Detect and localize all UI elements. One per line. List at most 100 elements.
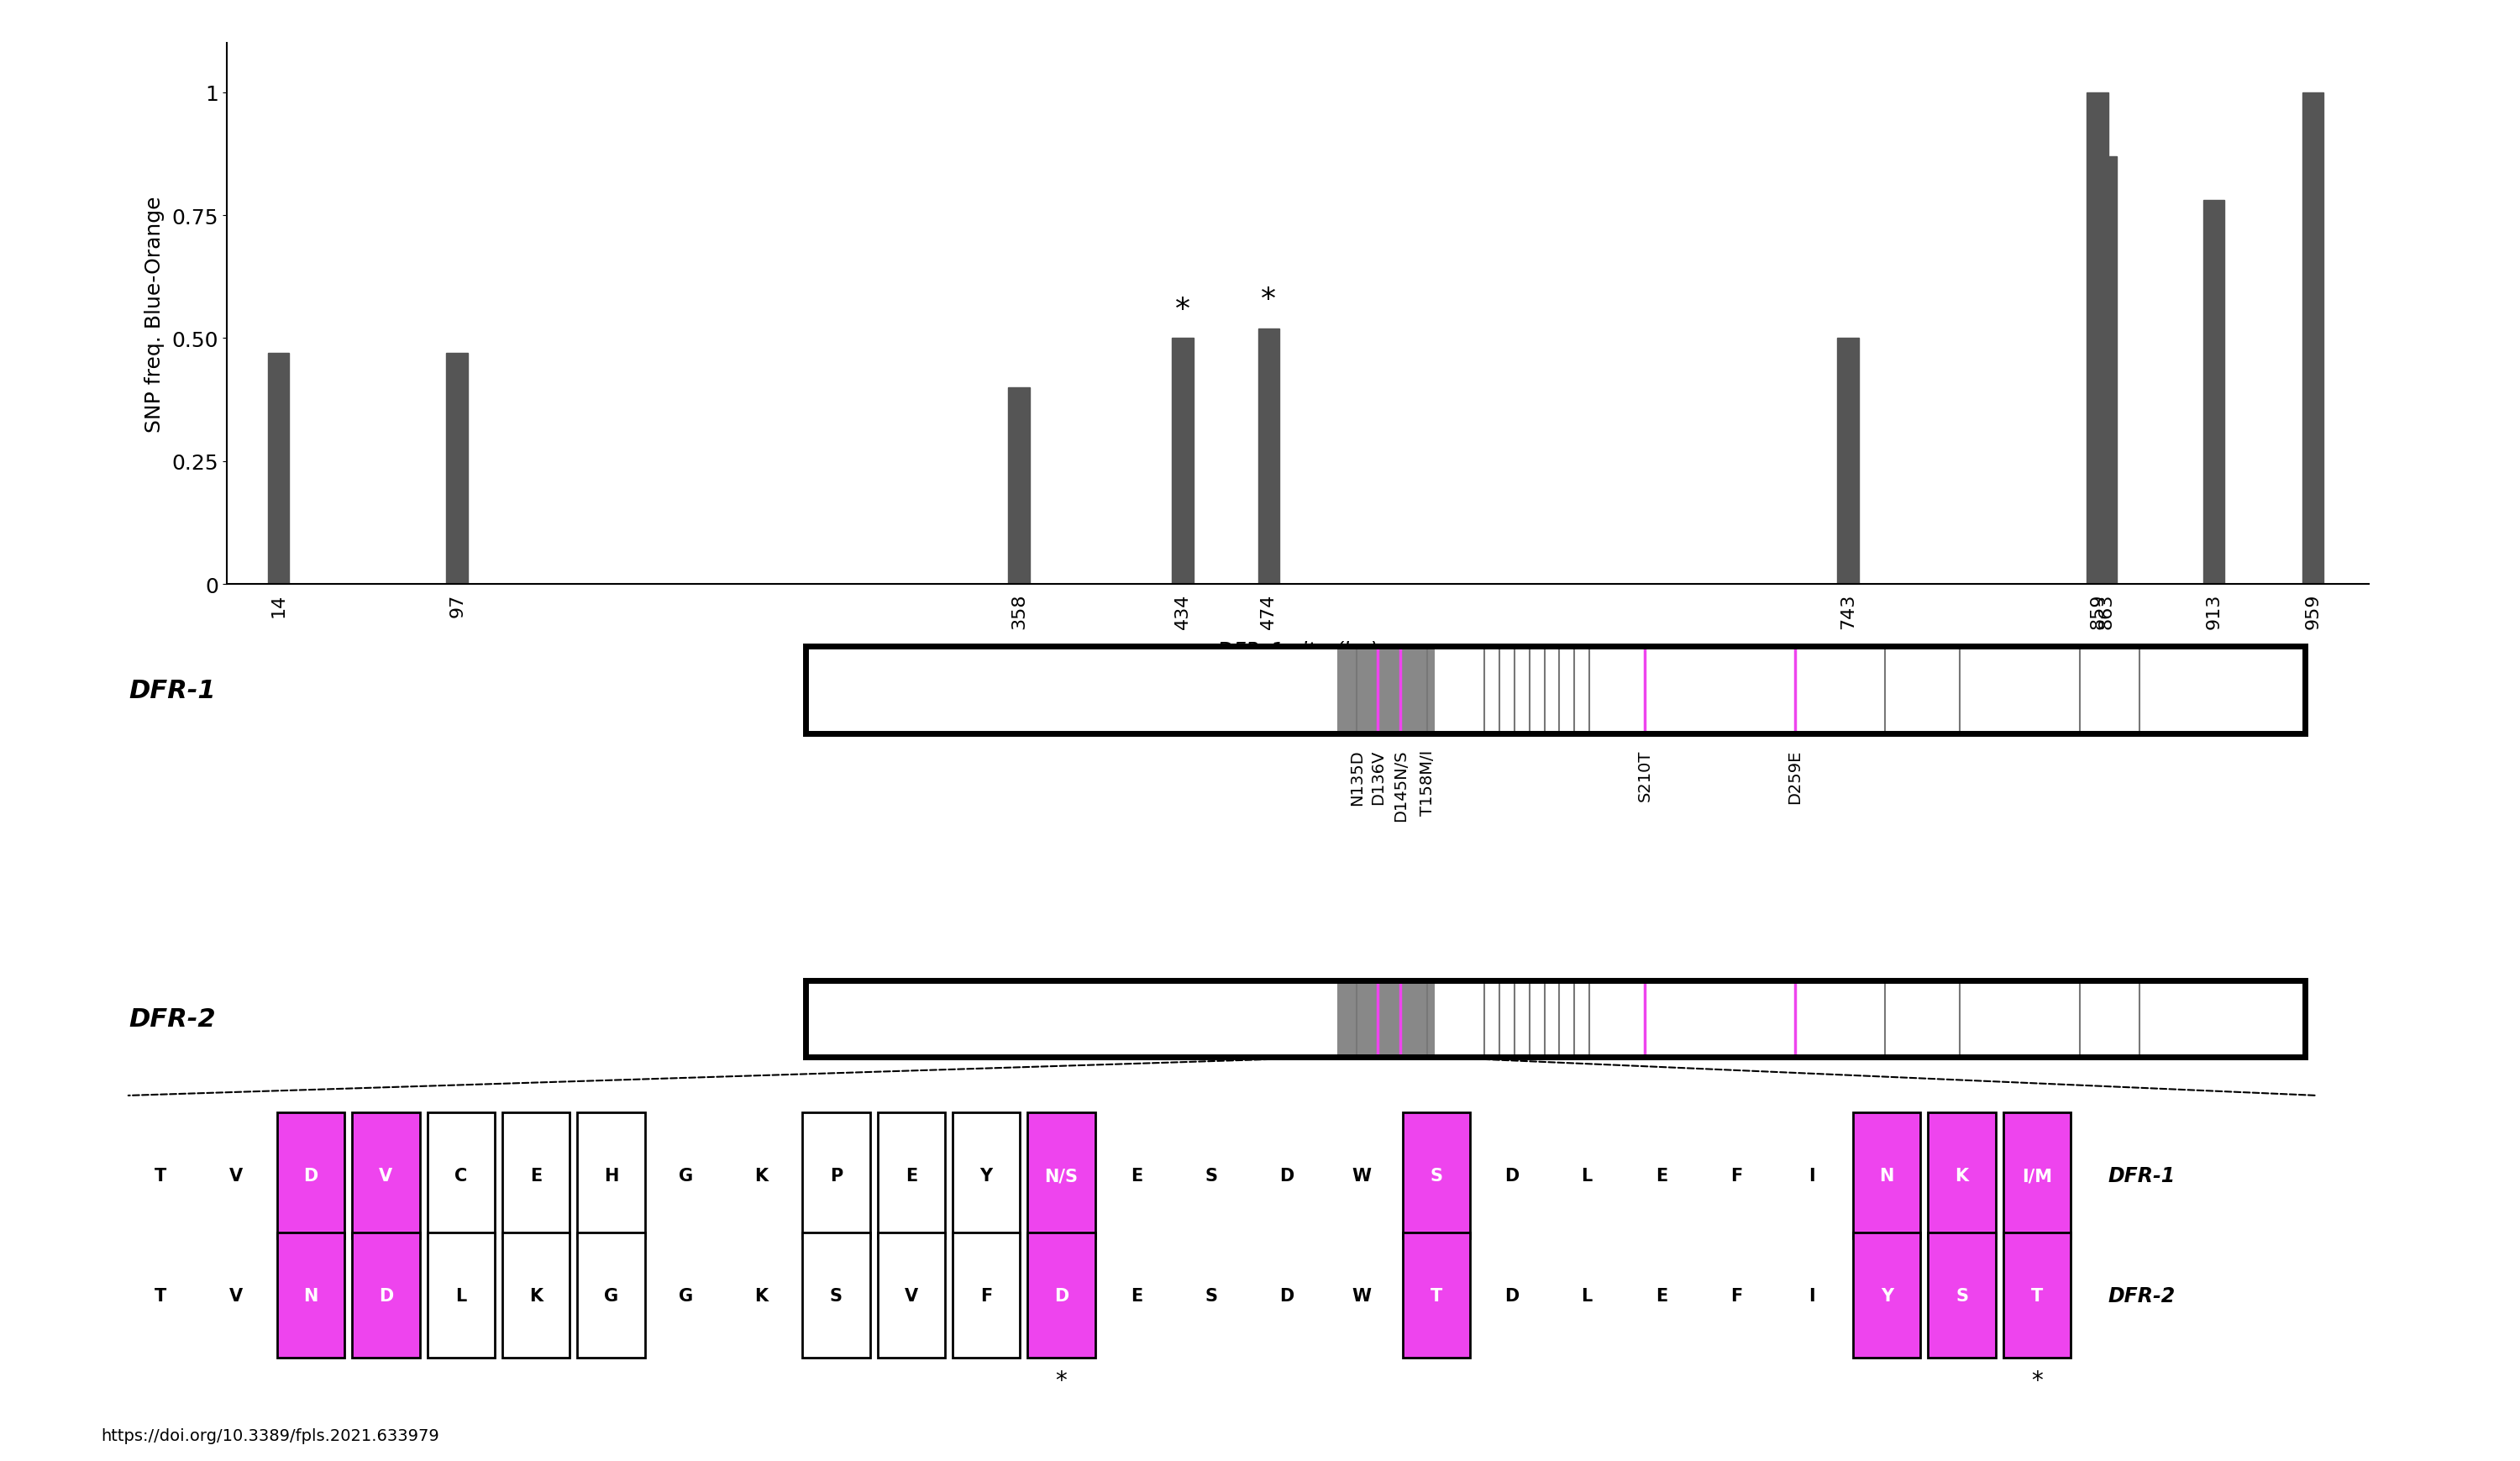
Text: T: T xyxy=(2031,1287,2044,1303)
Text: V: V xyxy=(229,1287,242,1303)
Bar xyxy=(353,1233,421,1357)
Text: D: D xyxy=(1504,1287,1520,1303)
Text: DFR-1: DFR-1 xyxy=(2109,1166,2175,1185)
Text: L: L xyxy=(456,1287,466,1303)
Text: I/M: I/M xyxy=(2021,1167,2051,1183)
Bar xyxy=(1837,339,1860,584)
Text: S: S xyxy=(1205,1167,1217,1183)
Text: E: E xyxy=(1656,1287,1668,1303)
Text: W: W xyxy=(1351,1287,1371,1303)
Text: P: P xyxy=(829,1167,842,1183)
Bar xyxy=(1338,980,1434,1058)
Bar xyxy=(806,980,2303,1058)
Text: N135D: N135D xyxy=(1348,749,1366,805)
Text: E: E xyxy=(1131,1287,1142,1303)
Text: V: V xyxy=(378,1167,393,1183)
Text: G: G xyxy=(678,1167,693,1183)
Text: E: E xyxy=(1656,1167,1668,1183)
Bar xyxy=(1172,339,1194,584)
Text: G: G xyxy=(678,1287,693,1303)
Text: F: F xyxy=(1731,1287,1744,1303)
Bar xyxy=(577,1233,645,1357)
Text: D145N/S: D145N/S xyxy=(1394,749,1409,821)
Text: T158M/I: T158M/I xyxy=(1419,749,1436,815)
Bar xyxy=(446,354,469,584)
Text: I: I xyxy=(1809,1287,1814,1303)
Text: T: T xyxy=(1431,1287,1441,1303)
Text: DFR-2: DFR-2 xyxy=(2109,1286,2175,1305)
Text: L: L xyxy=(1580,1287,1593,1303)
Text: D: D xyxy=(1053,1287,1068,1303)
Text: K: K xyxy=(1956,1167,1968,1183)
Bar xyxy=(1404,1113,1469,1239)
Text: S: S xyxy=(829,1287,842,1303)
Bar xyxy=(1257,329,1280,584)
Bar xyxy=(1852,1233,1920,1357)
Bar xyxy=(277,1233,345,1357)
Text: E: E xyxy=(529,1167,542,1183)
Bar xyxy=(1404,1233,1469,1357)
Text: DFR-1: DFR-1 xyxy=(129,678,217,703)
Bar xyxy=(428,1113,494,1239)
Bar xyxy=(1928,1233,1996,1357)
Bar xyxy=(277,1113,345,1239)
Text: K: K xyxy=(753,1287,769,1303)
Text: *: * xyxy=(1056,1369,1066,1392)
Bar xyxy=(501,1113,570,1239)
Text: G: G xyxy=(605,1287,617,1303)
Text: D: D xyxy=(1504,1167,1520,1183)
Text: T: T xyxy=(154,1167,166,1183)
Bar xyxy=(1028,1233,1096,1357)
Text: L: L xyxy=(1580,1167,1593,1183)
Bar xyxy=(953,1113,1021,1239)
Bar xyxy=(2097,156,2117,584)
Text: F: F xyxy=(980,1287,993,1303)
Text: D: D xyxy=(1280,1167,1293,1183)
Bar xyxy=(353,1113,421,1239)
Text: D: D xyxy=(378,1287,393,1303)
Text: D: D xyxy=(302,1167,318,1183)
Text: Y: Y xyxy=(1880,1287,1893,1303)
Bar xyxy=(801,1113,869,1239)
Text: S: S xyxy=(1956,1287,1968,1303)
Bar xyxy=(1852,1113,1920,1239)
Text: Y: Y xyxy=(980,1167,993,1183)
Bar xyxy=(1928,1113,1996,1239)
Text: K: K xyxy=(753,1167,769,1183)
X-axis label: DFR_1 site (bp): DFR_1 site (bp) xyxy=(1217,640,1378,662)
Bar xyxy=(1008,387,1031,584)
Bar xyxy=(2003,1113,2071,1239)
Text: E: E xyxy=(905,1167,917,1183)
Bar xyxy=(1338,647,1434,733)
Text: H: H xyxy=(605,1167,617,1183)
Text: T: T xyxy=(154,1287,166,1303)
Text: *: * xyxy=(2031,1369,2044,1392)
Bar xyxy=(801,1233,869,1357)
Text: D136V: D136V xyxy=(1371,749,1386,805)
Bar xyxy=(501,1233,570,1357)
Bar xyxy=(2087,94,2109,584)
Bar xyxy=(877,1233,945,1357)
Text: *: * xyxy=(1174,295,1189,324)
Bar xyxy=(877,1113,945,1239)
Bar xyxy=(428,1233,494,1357)
Bar xyxy=(2303,94,2323,584)
Text: *: * xyxy=(1260,285,1275,314)
Text: V: V xyxy=(905,1287,917,1303)
Text: N: N xyxy=(1880,1167,1895,1183)
Bar xyxy=(2003,1233,2071,1357)
Bar xyxy=(577,1113,645,1239)
Text: S210T: S210T xyxy=(1638,749,1653,801)
Text: C: C xyxy=(454,1167,466,1183)
Bar xyxy=(806,647,2303,733)
Text: E: E xyxy=(1131,1167,1142,1183)
Bar xyxy=(806,980,2303,1058)
Text: D: D xyxy=(1280,1287,1293,1303)
Text: DFR-2: DFR-2 xyxy=(129,1007,217,1031)
Bar xyxy=(953,1233,1021,1357)
Text: S: S xyxy=(1205,1287,1217,1303)
Y-axis label: SNP freq. Blue-Orange: SNP freq. Blue-Orange xyxy=(144,196,164,432)
Text: N: N xyxy=(302,1287,318,1303)
Bar xyxy=(267,354,290,584)
Text: V: V xyxy=(229,1167,242,1183)
